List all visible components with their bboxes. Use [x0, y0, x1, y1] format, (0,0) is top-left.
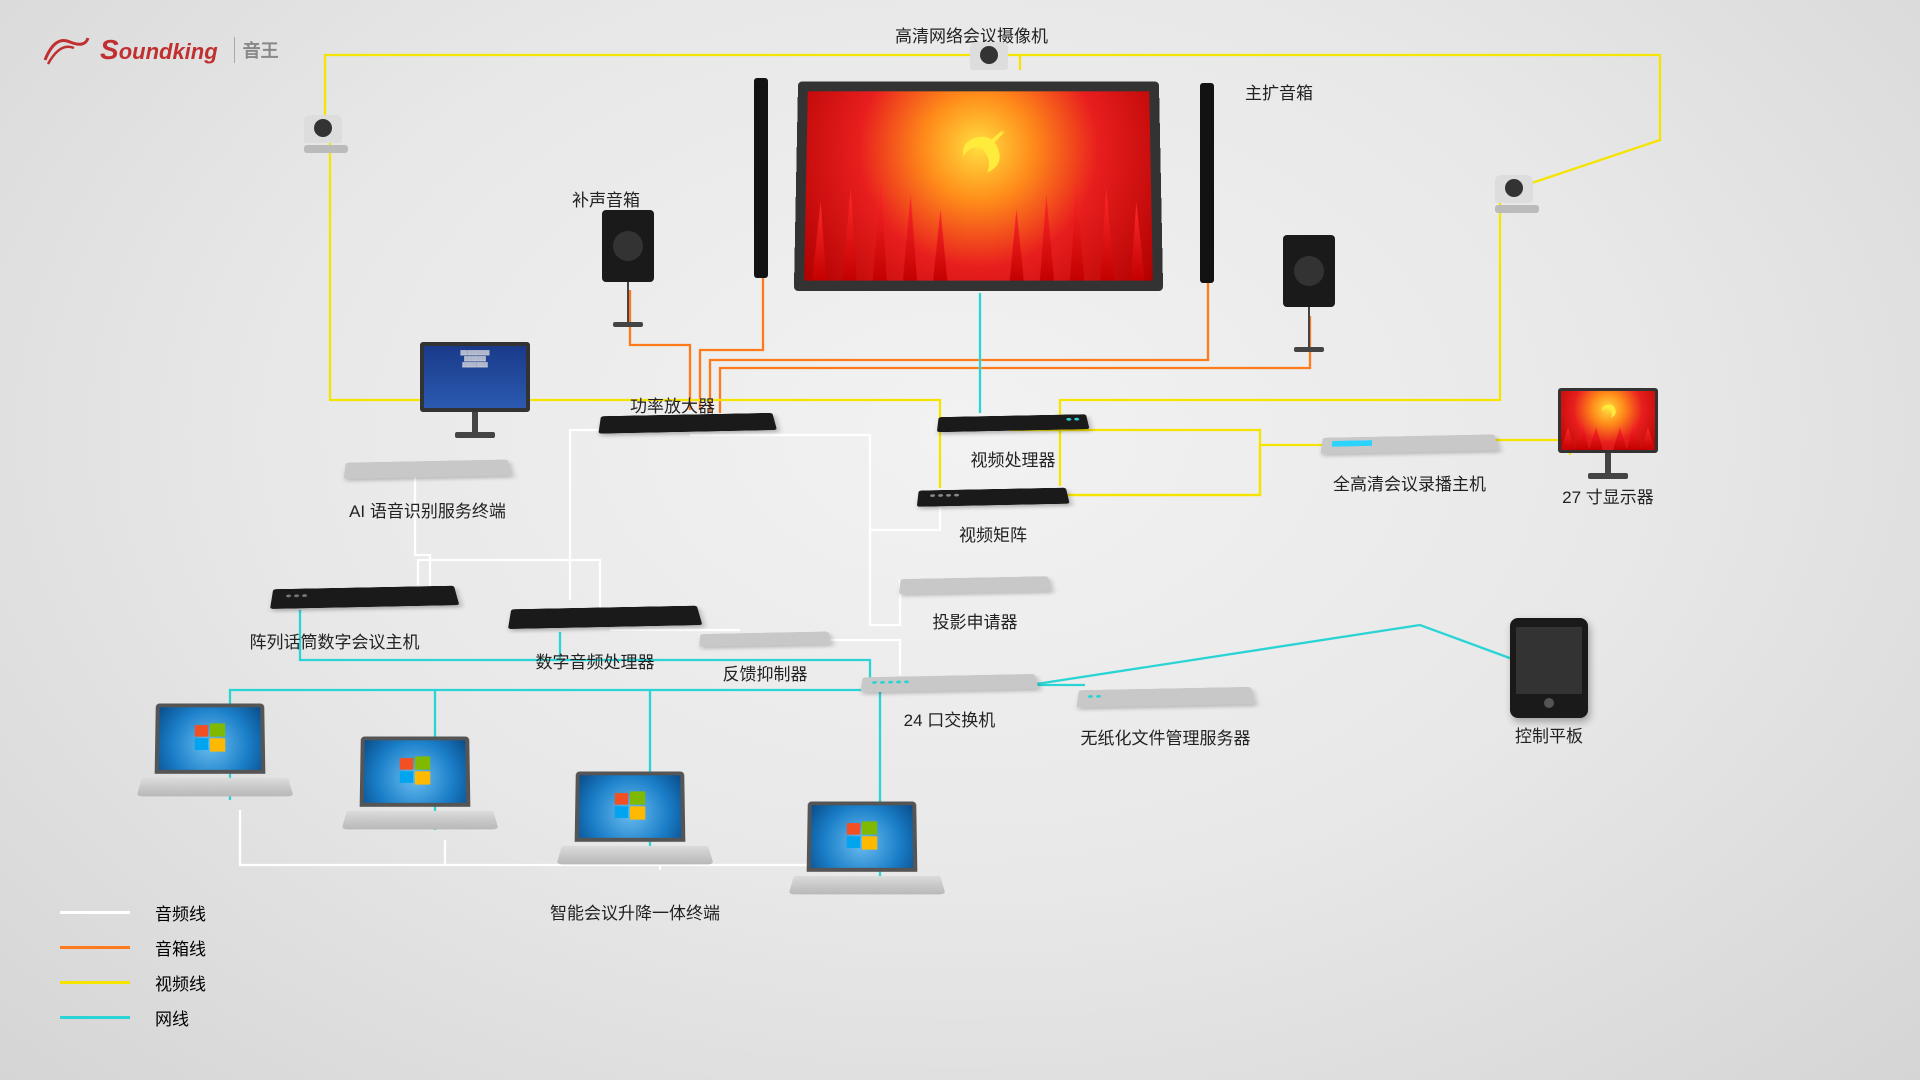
camera-right [1495, 175, 1539, 213]
main-display [796, 80, 1161, 290]
column-speaker-left [754, 78, 768, 278]
legend-line-icon [60, 946, 130, 949]
hd-camera-top [970, 42, 1008, 70]
logo-s: S [100, 34, 119, 65]
main-speaker-label: 主扩音箱 [1245, 75, 1313, 104]
legend-row: 视频线 [60, 970, 206, 995]
laptop-terminal-1 [139, 703, 281, 802]
brand-logo: Soundking 音王 [40, 30, 279, 70]
cable-speaker [710, 283, 1208, 412]
box-speaker-right [1283, 235, 1335, 352]
camera-icon [970, 42, 1008, 70]
recorder-host: 全高清会议录播主机 [1322, 430, 1497, 495]
cable-network [1030, 625, 1515, 685]
digital-audio: 数字音频处理器 [510, 600, 700, 673]
supp-speaker-label: 补声音箱 [572, 182, 640, 211]
legend: 音频线音箱线视频线网线 [60, 900, 206, 1040]
ai-monitor: ▓▓▓▓▓▓▓▓▓▓▓▓▓▓▓▓▓▓▓▓▓ [420, 342, 530, 438]
laptop-terminal-3 [559, 771, 701, 870]
laptop-terminal-2 [344, 736, 486, 835]
switch-24: 24 口交换机 [862, 670, 1037, 731]
legend-row: 音箱线 [60, 935, 206, 960]
legend-label: 音箱线 [155, 935, 206, 960]
legend-line-icon [60, 1016, 130, 1019]
power-amp-label: 功率放大器 [630, 388, 715, 417]
laptop-terminal-4 [791, 801, 933, 900]
box-speaker-left [602, 210, 654, 327]
legend-label: 视频线 [155, 970, 206, 995]
proj-requester: 投影申请器 [900, 572, 1050, 633]
array-mic-host: 阵列话筒数字会议主机 [272, 580, 457, 653]
ai-terminal: AI 语音识别服务终端 [345, 455, 510, 522]
lifting-terminal-label: 智能会议升降一体终端 [550, 895, 720, 924]
cable-audio [690, 435, 900, 625]
feedback-suppressor: 反馈抑制器 [700, 628, 830, 685]
legend-row: 音频线 [60, 900, 206, 925]
cable-speaker [720, 316, 1310, 413]
video-matrix: 视频矩阵 [918, 483, 1068, 546]
cable-video [1060, 445, 1340, 495]
cable-audio [570, 430, 690, 600]
legend-line-icon [60, 981, 130, 984]
logo-sub: 音王 [234, 37, 279, 63]
camera-icon [1495, 175, 1533, 203]
display-27: 27 寸显示器 [1558, 388, 1658, 508]
paperless-server: 无纸化文件管理服务器 [1078, 682, 1253, 749]
cable-network [230, 690, 868, 800]
video-processor: 视频处理器 [938, 410, 1088, 471]
logo-brand: oundking [119, 39, 218, 64]
control-tablet: 控制平板 [1510, 618, 1588, 747]
legend-label: 音频线 [155, 900, 206, 925]
column-speaker-right [1200, 83, 1214, 283]
camera-left [304, 115, 348, 153]
legend-row: 网线 [60, 1005, 206, 1030]
legend-line-icon [60, 911, 130, 914]
camera-icon [304, 115, 342, 143]
legend-label: 网线 [155, 1005, 189, 1030]
